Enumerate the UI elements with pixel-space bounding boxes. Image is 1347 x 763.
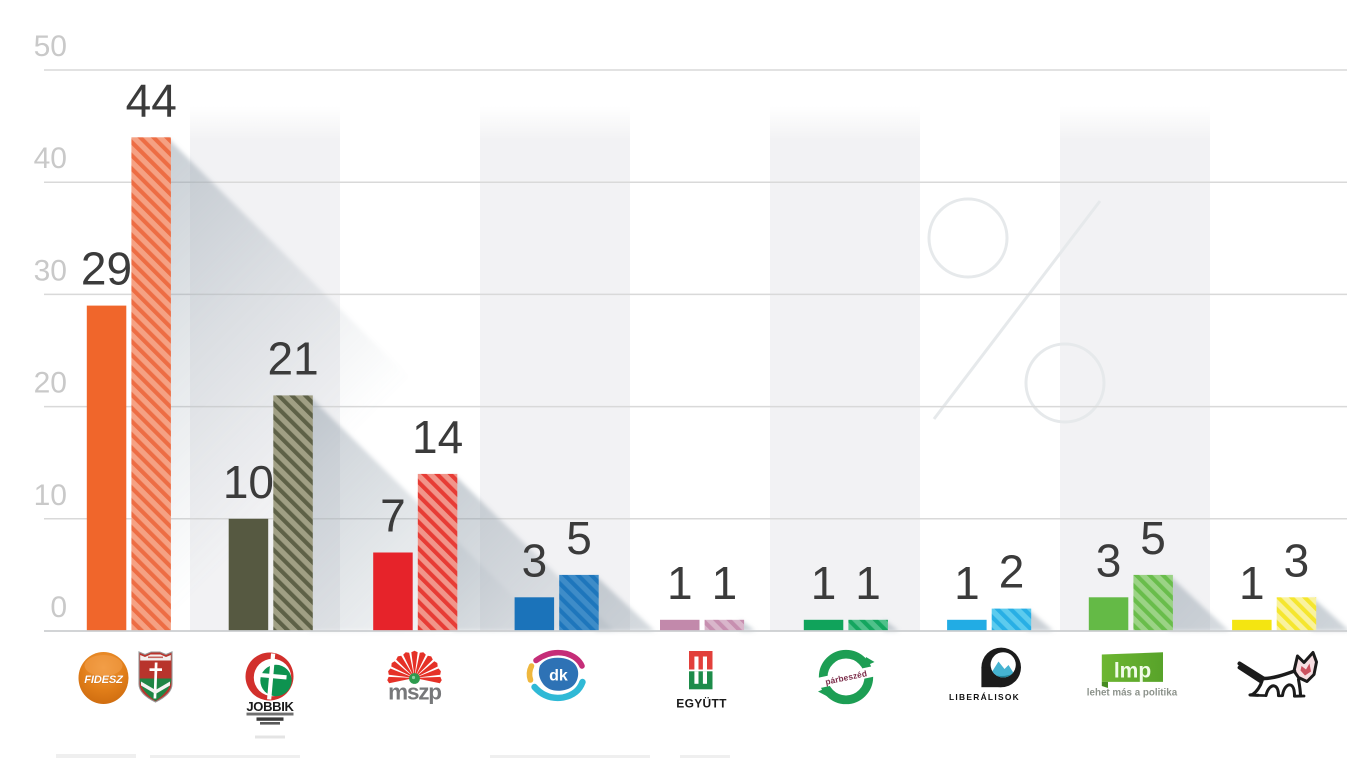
svg-text:3: 3 <box>522 534 548 586</box>
svg-text:1: 1 <box>855 557 881 609</box>
svg-text:dk: dk <box>549 668 568 685</box>
svg-text:44: 44 <box>126 74 177 126</box>
svg-text:14: 14 <box>412 411 463 463</box>
svg-text:21: 21 <box>268 332 319 384</box>
svg-text:mszp: mszp <box>388 680 441 705</box>
svg-text:30: 30 <box>34 254 67 287</box>
svg-text:1: 1 <box>954 557 980 609</box>
svg-text:3: 3 <box>1096 534 1122 586</box>
svg-text:40: 40 <box>34 142 67 175</box>
svg-text:10: 10 <box>223 456 274 508</box>
svg-text:2: 2 <box>999 546 1025 598</box>
svg-text:10: 10 <box>34 479 67 512</box>
svg-text:JOBBIK: JOBBIK <box>246 699 294 714</box>
svg-text:lmp: lmp <box>1114 660 1151 683</box>
svg-text:20: 20 <box>34 367 67 400</box>
svg-text:5: 5 <box>1140 512 1166 564</box>
svg-text:lehet más a politika: lehet más a politika <box>1087 688 1178 699</box>
svg-text:LIBERÁLISOK: LIBERÁLISOK <box>949 691 1020 702</box>
svg-text:5: 5 <box>566 512 592 564</box>
svg-text:1: 1 <box>1239 557 1265 609</box>
svg-text:1: 1 <box>811 557 837 609</box>
svg-text:3: 3 <box>1284 534 1310 586</box>
svg-text:0: 0 <box>50 591 67 624</box>
svg-text:FIDESZ: FIDESZ <box>84 674 124 686</box>
svg-text:EGYÜTT: EGYÜTT <box>676 696 727 711</box>
svg-text:7: 7 <box>380 490 406 542</box>
svg-text:50: 50 <box>34 30 67 63</box>
svg-text:1: 1 <box>712 557 738 609</box>
svg-text:29: 29 <box>81 243 132 295</box>
svg-text:1: 1 <box>667 557 693 609</box>
